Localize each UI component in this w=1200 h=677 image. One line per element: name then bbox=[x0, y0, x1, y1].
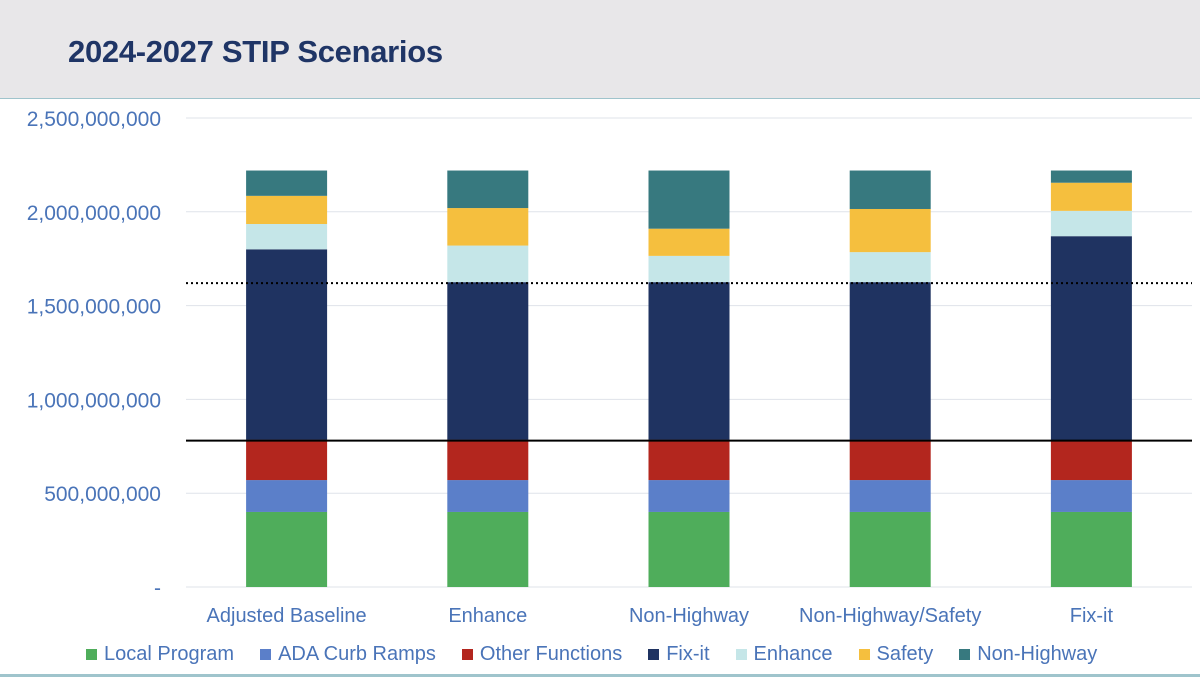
bar-segment bbox=[447, 208, 529, 246]
x-tick-label: Non-Highway/Safety bbox=[799, 605, 981, 627]
bar-segment bbox=[849, 252, 931, 283]
legend-label: Fix-it bbox=[666, 642, 710, 665]
legend-item: Fix-it bbox=[648, 642, 710, 666]
bar-segment bbox=[648, 170, 730, 229]
legend-swatch bbox=[461, 648, 473, 660]
x-tick-label: Enhance bbox=[448, 605, 527, 627]
header-bar: 2024-2027 STIP Scenarios bbox=[0, 0, 1200, 99]
bars bbox=[246, 170, 1132, 587]
bar-segment bbox=[648, 255, 730, 283]
legend-swatch bbox=[858, 648, 870, 660]
y-tick-label: 2,000,000,000 bbox=[27, 202, 161, 225]
y-axis: - 500,000,000 1,000,000,000 1,500,000,000 2,… bbox=[27, 108, 161, 600]
legend-swatch bbox=[735, 648, 747, 660]
legend-item: ADA Curb Ramps bbox=[260, 643, 436, 666]
x-axis: Adjusted Baseline Enhance Non-Highway Non-H… bbox=[207, 605, 1114, 627]
bar-segment bbox=[849, 208, 931, 253]
legend-item: Enhance bbox=[735, 642, 833, 666]
bar-segment bbox=[648, 511, 730, 587]
bar-segment bbox=[648, 439, 730, 481]
bar-segment bbox=[246, 480, 328, 512]
bar-segment bbox=[648, 282, 730, 440]
legend-swatch bbox=[959, 648, 971, 660]
bar-segment bbox=[447, 170, 529, 209]
x-tick-label: Adjusted Baseline bbox=[207, 605, 367, 627]
bar-segment bbox=[1050, 210, 1132, 237]
bar-segment bbox=[447, 245, 529, 283]
legend-item: Other Functions bbox=[461, 642, 623, 666]
bar-segment bbox=[1050, 511, 1132, 587]
x-tick-label: Fix-it bbox=[1070, 605, 1114, 627]
bar-segment bbox=[447, 480, 529, 512]
reference-lines bbox=[186, 282, 1192, 442]
bar-segment bbox=[246, 439, 328, 481]
bar-segment bbox=[246, 511, 328, 587]
page-title: 2024-2027 STIP Scenarios bbox=[68, 34, 443, 69]
x-tick-label: Non-Highway bbox=[629, 605, 749, 627]
y-tick-label: - bbox=[154, 577, 161, 600]
bar-segment bbox=[246, 195, 328, 224]
bar-segment bbox=[648, 228, 730, 256]
bar-segment bbox=[1050, 440, 1132, 481]
bar-segment bbox=[849, 170, 931, 209]
legend-swatch bbox=[260, 648, 272, 660]
legend-item: Non-Highway bbox=[959, 643, 1097, 666]
y-tick-label: 2,500,000,000 bbox=[27, 108, 161, 131]
bar-segment bbox=[849, 511, 931, 587]
bar-segment bbox=[447, 282, 529, 440]
bar-segment bbox=[246, 249, 328, 440]
legend-item: Safety bbox=[858, 642, 934, 666]
bar-segment bbox=[849, 439, 931, 481]
stacked-bar-chart: - 500,000,000 1,000,000,000 1,500,000,000 2,… bbox=[27, 108, 1192, 627]
legend-label: Local Program bbox=[104, 642, 235, 665]
bar-segment bbox=[1050, 182, 1132, 211]
legend-label: Other Functions bbox=[479, 642, 623, 665]
chart-legend: Local Program ADA Curb Ramps Other Functio… bbox=[86, 641, 1123, 667]
bar-segment bbox=[246, 223, 328, 250]
legend-label: Safety bbox=[876, 642, 934, 665]
bar-segment bbox=[648, 480, 730, 512]
bar-segment bbox=[849, 480, 931, 512]
legend-label: ADA Curb Ramps bbox=[278, 642, 436, 665]
bar-segment bbox=[1050, 170, 1132, 183]
bar-segment bbox=[447, 439, 529, 481]
bar-segment bbox=[1050, 480, 1132, 512]
bar-segment bbox=[849, 282, 931, 440]
legend-swatch bbox=[86, 648, 97, 660]
legend-label: Enhance bbox=[753, 642, 833, 665]
bar-segment bbox=[246, 170, 328, 196]
legend-item: Local Program bbox=[86, 643, 234, 666]
y-tick-label: 500,000,000 bbox=[44, 483, 161, 506]
bottom-rule bbox=[0, 674, 1200, 677]
y-tick-label: 1,000,000,000 bbox=[27, 389, 161, 412]
legend-swatch bbox=[648, 648, 660, 660]
y-tick-label: 1,500,000,000 bbox=[27, 296, 161, 319]
legend-label: Non-Highway bbox=[977, 642, 1098, 665]
bar-segment bbox=[447, 511, 529, 587]
bar-segment bbox=[1050, 236, 1132, 441]
